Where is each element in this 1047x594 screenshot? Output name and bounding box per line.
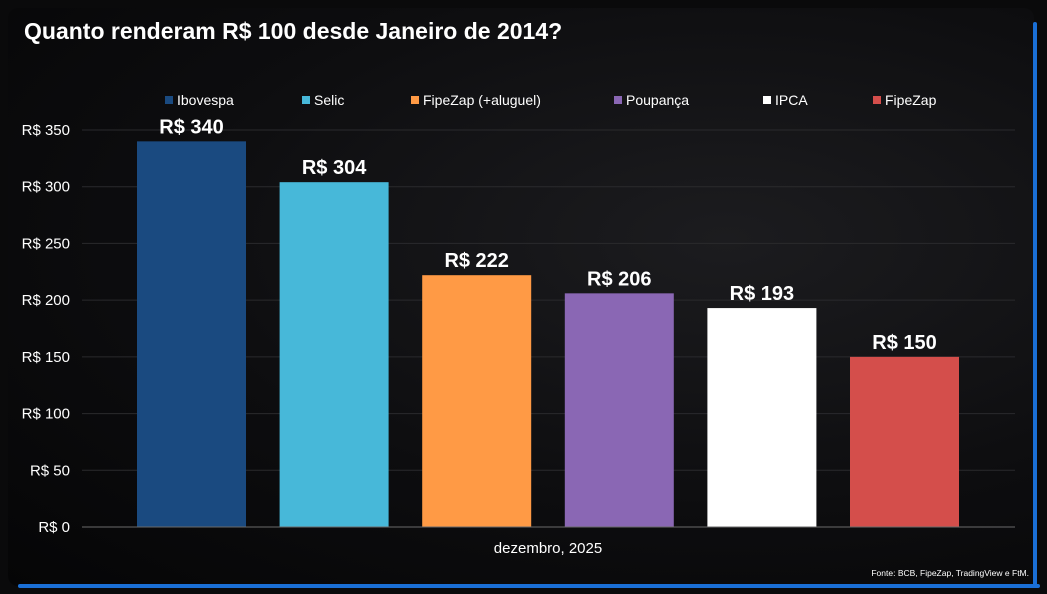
bar-value-label: R$ 340: [159, 116, 224, 138]
accent-border-right: [1033, 22, 1037, 588]
y-tick-label: R$ 50: [30, 462, 70, 479]
bar-value-label: R$ 193: [730, 283, 795, 305]
legend-item: FipeZap: [873, 92, 937, 108]
y-tick-label: R$ 300: [22, 179, 70, 196]
legend-label: Ibovespa: [177, 92, 234, 108]
legend-item: Poupança: [614, 92, 689, 108]
legend-swatch: [763, 96, 771, 104]
legend: Ibovespa Selic FipeZap (+aluguel) Poupança I…: [165, 92, 937, 108]
y-axis-ticks: R$ 0 R$ 50 R$ 100 R$ 150 R$ 200 R$ 250 R$ 300 R…: [22, 122, 70, 536]
accent-border-bottom: [18, 584, 1040, 588]
legend-item: FipeZap (+aluguel): [411, 92, 541, 108]
legend-label: Poupança: [626, 92, 689, 108]
x-axis-label: dezembro, 2025: [494, 540, 602, 557]
bar-fipezap: [850, 356, 959, 527]
y-tick-label: R$ 200: [22, 292, 70, 309]
bar-ipca: [707, 308, 817, 527]
y-tick-label: R$ 250: [22, 235, 70, 252]
bar-value-label: R$ 150: [872, 332, 937, 354]
source-note: Fonte: BCB, FipeZap, TradingView e FtM.: [871, 568, 1029, 578]
bar-fipezap-aluguel: [422, 275, 532, 527]
legend-label: FipeZap: [885, 92, 937, 108]
legend-item: Ibovespa: [165, 92, 234, 108]
value-labels: R$ 340 R$ 304 R$ 222 R$ 206 R$ 193 R$ 150: [159, 116, 937, 354]
legend-swatch: [614, 96, 622, 104]
bar-value-label: R$ 222: [444, 250, 509, 272]
bar-selic: [279, 182, 389, 528]
y-tick-label: R$ 0: [38, 519, 70, 536]
bar-value-label: R$ 206: [587, 268, 652, 290]
y-tick-label: R$ 350: [22, 122, 70, 139]
legend-item: IPCA: [763, 92, 808, 108]
y-tick-label: R$ 100: [22, 406, 70, 423]
y-tick-label: R$ 150: [22, 349, 70, 366]
bars: [137, 141, 959, 528]
legend-label: FipeZap (+aluguel): [423, 92, 541, 108]
legend-label: Selic: [314, 92, 344, 108]
legend-swatch: [302, 96, 310, 104]
legend-swatch: [873, 96, 881, 104]
legend-item: Selic: [302, 92, 344, 108]
legend-label: IPCA: [775, 92, 808, 108]
chart-title: Quanto renderam R$ 100 desde Janeiro de …: [24, 18, 563, 44]
bar-value-label: R$ 304: [302, 157, 367, 179]
legend-swatch: [411, 96, 419, 104]
legend-swatch: [165, 96, 173, 104]
bar-ibovespa: [137, 141, 246, 528]
bar-poupan-a: [564, 293, 674, 527]
